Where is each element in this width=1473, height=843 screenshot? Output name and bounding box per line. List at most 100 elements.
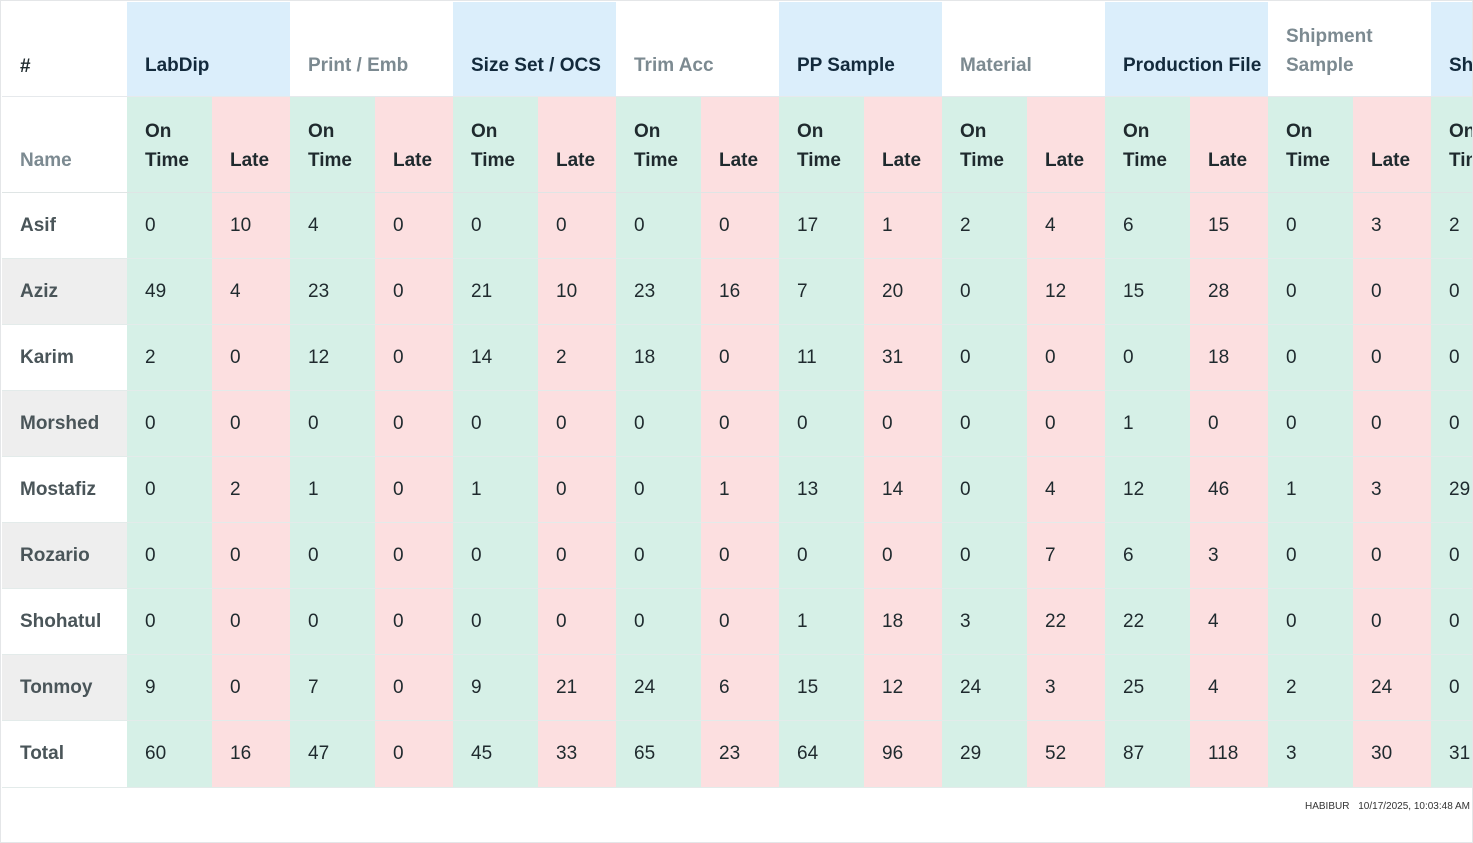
on-time-cell: 0 [290,523,375,589]
on-time-cell: 17 [779,193,864,259]
late-cell: 16 [701,259,779,325]
on-time-cell: 0 [1268,523,1353,589]
group-header-material[interactable]: Material [942,2,1105,97]
late-cell: 0 [701,325,779,391]
on-time-cell: 0 [1268,589,1353,655]
late-cell: 0 [375,259,453,325]
on-time-header: On Time [1105,97,1190,193]
total-on-time-cell: 60 [127,721,212,788]
on-time-cell: 0 [1105,325,1190,391]
group-header-labdip[interactable]: LabDip [127,2,290,97]
group-header-production-file[interactable]: Production File [1105,2,1268,97]
row-name: Aziz [2,259,127,325]
report-footer: HABIBUR 10/17/2025, 10:03:48 AM [1299,801,1470,812]
on-time-cell: 13 [779,457,864,523]
on-time-cell: 7 [779,259,864,325]
late-cell: 18 [864,589,942,655]
on-time-cell: 2 [127,325,212,391]
late-cell: 4 [1027,193,1105,259]
late-cell: 4 [1027,457,1105,523]
row-name: Morshed [2,391,127,457]
on-time-cell: 0 [1431,259,1473,325]
late-cell: 22 [1027,589,1105,655]
on-time-cell: 22 [1105,589,1190,655]
on-time-cell: 0 [942,325,1027,391]
table-row: Tonmoy 9 0 7 0 9 21 24 6 15 12 24 3 25 4 2 24 0 [2,655,1473,721]
on-time-cell: 2 [1431,193,1473,259]
on-time-cell: 0 [1268,325,1353,391]
on-time-cell: 4 [290,193,375,259]
total-on-time-cell: 65 [616,721,701,788]
group-header-print-emb[interactable]: Print / Emb [290,2,453,97]
late-cell: 2 [538,325,616,391]
group-header-shipment-sample[interactable]: Shipment Sample [1268,2,1431,97]
table-row: Aziz 49 4 23 0 21 10 23 16 7 20 0 12 15 28 0 0 0 [2,259,1473,325]
late-cell: 31 [864,325,942,391]
on-time-cell: 0 [127,391,212,457]
late-header: Late [864,97,942,193]
status-table: # LabDip Print / Emb Size Set / OCS Trim Ac… [2,2,1473,788]
table-row: Morshed 0 0 0 0 0 0 0 0 0 0 0 0 1 0 0 0 0 [2,391,1473,457]
late-cell: 0 [1027,325,1105,391]
footer-timestamp: 10/17/2025, 10:03:48 AM [1358,801,1470,812]
late-cell: 18 [1190,325,1268,391]
name-header: Name [2,97,127,193]
on-time-cell: 24 [616,655,701,721]
on-time-cell: 1 [290,457,375,523]
total-on-time-cell: 47 [290,721,375,788]
total-late-cell: 118 [1190,721,1268,788]
on-time-cell: 0 [942,259,1027,325]
late-cell: 10 [212,193,290,259]
late-cell: 7 [1027,523,1105,589]
total-row: Total 60 16 47 0 45 33 65 23 64 96 29 52 87 118 3 30 31 [2,721,1473,788]
on-time-cell: 23 [616,259,701,325]
late-cell: 0 [701,523,779,589]
late-cell: 0 [701,193,779,259]
on-time-cell: 7 [290,655,375,721]
on-time-header: On Time [616,97,701,193]
on-time-cell: 9 [127,655,212,721]
on-time-cell: 0 [1431,325,1473,391]
late-cell: 0 [1353,523,1431,589]
on-time-cell: 0 [1431,391,1473,457]
row-name: Shohatul [2,589,127,655]
table-row: Rozario 0 0 0 0 0 0 0 0 0 0 0 7 6 3 0 0 0 [2,523,1473,589]
late-cell: 0 [212,391,290,457]
total-on-time-cell: 29 [942,721,1027,788]
late-cell: 15 [1190,193,1268,259]
group-header-size-set-ocs[interactable]: Size Set / OCS [453,2,616,97]
hash-header: # [2,2,127,97]
late-cell: 0 [1353,589,1431,655]
on-time-cell: 0 [453,589,538,655]
late-cell: 0 [538,193,616,259]
on-time-cell: 0 [453,391,538,457]
on-time-cell: 6 [1105,193,1190,259]
on-time-cell: 0 [616,523,701,589]
group-header-pp-sample[interactable]: PP Sample [779,2,942,97]
late-cell: 4 [1190,589,1268,655]
late-cell: 0 [538,589,616,655]
on-time-cell: 0 [1268,391,1353,457]
late-cell: 0 [1353,259,1431,325]
late-cell: 28 [1190,259,1268,325]
on-time-header: On Time [1268,97,1353,193]
on-time-cell: 0 [616,457,701,523]
on-time-cell: 0 [127,457,212,523]
late-cell: 21 [538,655,616,721]
on-time-header: On Time [779,97,864,193]
late-cell: 0 [375,589,453,655]
on-time-cell: 0 [127,589,212,655]
on-time-header: On Time [453,97,538,193]
on-time-cell: 18 [616,325,701,391]
total-late-cell: 30 [1353,721,1431,788]
late-cell: 14 [864,457,942,523]
on-time-cell: 2 [942,193,1027,259]
group-header-trim-acc[interactable]: Trim Acc [616,2,779,97]
group-header-sh[interactable]: Sh [1431,2,1473,97]
on-time-cell: 0 [453,523,538,589]
on-time-cell: 0 [779,391,864,457]
on-time-cell: 49 [127,259,212,325]
table-row: Shohatul 0 0 0 0 0 0 0 0 1 18 3 22 22 4 0 0 0 [2,589,1473,655]
late-cell: 46 [1190,457,1268,523]
